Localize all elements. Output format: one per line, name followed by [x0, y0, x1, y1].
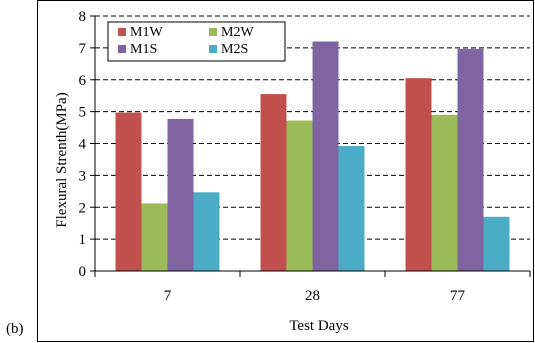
panel-label: (b) — [6, 321, 24, 337]
legend-box — [107, 21, 286, 62]
bar-M1W-77 — [405, 78, 432, 271]
legend-swatch-M1S — [118, 45, 126, 53]
y-tick-label-3: 3 — [79, 168, 87, 184]
bar-M1S-77 — [457, 48, 484, 271]
bar-M2S-7 — [193, 192, 220, 271]
y-tick-label-0: 0 — [79, 264, 87, 280]
legend: M1W M2W M1S M2S — [107, 21, 286, 62]
bar-M2S-77 — [483, 216, 510, 271]
y-tick-label-5: 5 — [79, 105, 87, 121]
legend-swatch-M2S — [209, 45, 217, 53]
y-tick-label-4: 4 — [79, 137, 87, 153]
y-axis-label: Flexural Strenth(MPa) — [54, 92, 70, 227]
bars — [115, 41, 510, 271]
bar-M2W-28 — [286, 120, 313, 271]
y-tick-label-6: 6 — [79, 73, 87, 89]
legend-label-M1W: M1W — [130, 25, 163, 40]
x-tick-label-28: 28 — [305, 288, 320, 304]
legend-label-M2W: M2W — [221, 25, 254, 40]
bar-M1W-7 — [115, 112, 142, 271]
outer-frame — [37, 0, 534, 342]
y-tick-labels: 0 1 2 3 4 5 6 7 8 — [79, 9, 87, 280]
bar-M1S-28 — [312, 41, 339, 271]
legend-label-M1S: M1S — [130, 42, 157, 57]
y-tick-label-8: 8 — [79, 9, 87, 25]
x-tick-labels: 7 28 77 — [164, 288, 466, 304]
x-axis-label: Test Days — [289, 318, 349, 334]
x-tick-label-7: 7 — [164, 288, 172, 304]
bar-M1W-28 — [260, 94, 287, 271]
bar-M1S-7 — [167, 118, 194, 271]
bar-M2S-28 — [338, 146, 365, 271]
legend-swatch-M2W — [209, 28, 217, 36]
axes — [90, 15, 531, 277]
bar-M2W-7 — [141, 203, 168, 271]
bar-M2W-77 — [431, 114, 458, 271]
y-tick-label-1: 1 — [79, 232, 87, 248]
x-tick-label-77: 77 — [450, 288, 466, 304]
legend-swatch-M1W — [118, 28, 126, 36]
legend-label-M2S: M2S — [221, 42, 248, 57]
y-tick-label-7: 7 — [79, 41, 87, 57]
y-tick-label-2: 2 — [79, 200, 87, 216]
